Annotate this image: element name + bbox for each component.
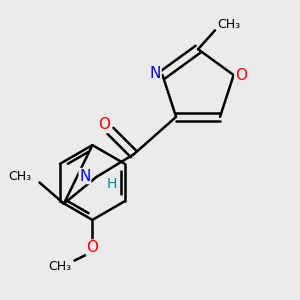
Text: O: O <box>86 240 98 255</box>
Text: N: N <box>79 169 91 184</box>
Text: CH₃: CH₃ <box>218 18 241 31</box>
Text: O: O <box>235 68 247 82</box>
Text: N: N <box>150 66 161 81</box>
Text: CH₃: CH₃ <box>48 260 71 273</box>
Text: O: O <box>99 118 111 133</box>
Text: CH₃: CH₃ <box>8 169 32 182</box>
Text: H: H <box>107 177 117 191</box>
